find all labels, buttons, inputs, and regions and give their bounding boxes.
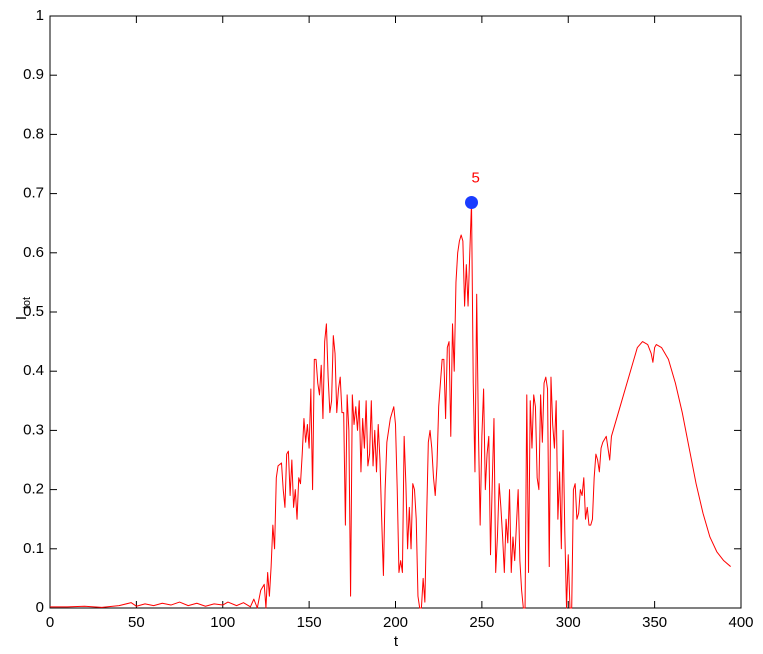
x-tick-label: 200 xyxy=(383,614,408,631)
plot-frame xyxy=(49,15,742,609)
x-tick-label: 50 xyxy=(128,614,145,631)
y-axis-label-sub: tot xyxy=(21,297,33,309)
y-tick-label: 0.3 xyxy=(23,421,44,438)
y-tick-label: 0.2 xyxy=(23,481,44,498)
x-tick-label: 350 xyxy=(642,614,667,631)
x-tick-label: 250 xyxy=(469,614,494,631)
y-tick-label: 0 xyxy=(36,599,44,616)
x-tick-label: 100 xyxy=(210,614,235,631)
y-tick-label: 0.9 xyxy=(23,66,44,83)
highlight-label: 5 xyxy=(472,169,480,186)
y-tick-label: 0.4 xyxy=(23,362,44,379)
y-tick-label: 1 xyxy=(36,7,44,24)
y-axis-label-main: I xyxy=(13,316,30,320)
y-axis-label: I tot xyxy=(13,297,33,320)
x-axis-label: t xyxy=(394,633,399,650)
highlight-point xyxy=(465,195,479,209)
data-line xyxy=(50,201,731,609)
x-tick-label: 400 xyxy=(728,614,753,631)
y-tick-label: 0.6 xyxy=(23,244,44,261)
y-tick-label: 0.8 xyxy=(23,125,44,142)
y-tick-label: 0.5 xyxy=(23,303,44,320)
y-tick-label: 0.7 xyxy=(23,185,44,202)
x-tick-label: 300 xyxy=(556,614,581,631)
x-tick-label: 0 xyxy=(46,614,54,631)
y-tick-label: 0.1 xyxy=(23,540,44,557)
x-tick-label: 150 xyxy=(297,614,322,631)
